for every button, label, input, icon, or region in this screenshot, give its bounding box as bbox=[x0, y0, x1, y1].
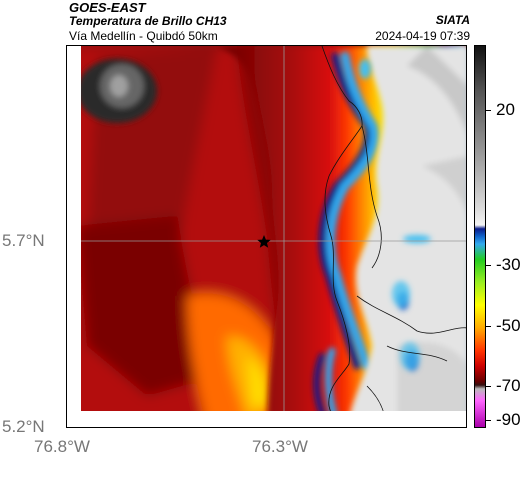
colorbar-label-minus90: -90 bbox=[496, 410, 521, 429]
subtitle-datetime: 2024-04-19 07:39 bbox=[375, 29, 470, 43]
satellite-map[interactable] bbox=[66, 45, 467, 428]
title-product: Temperatura de Brillo CH13 bbox=[69, 14, 227, 28]
colorbar-tick bbox=[486, 326, 491, 327]
colorbar-label-minus50: -50 bbox=[496, 316, 521, 335]
colorbar-tick bbox=[486, 420, 491, 421]
colorbar-tick bbox=[486, 110, 491, 111]
colorbar-tick bbox=[486, 265, 491, 266]
lon-label-76-3: 76.3°W bbox=[252, 437, 308, 456]
title-satellite: GOES-EAST bbox=[69, 0, 146, 15]
lat-label-5-7: 5.7°N bbox=[2, 231, 45, 250]
colorbar-tick bbox=[486, 386, 491, 387]
lat-label-5-2: 5.2°N bbox=[2, 417, 45, 436]
lon-label-76-8: 76.8°W bbox=[34, 437, 90, 456]
colorbar-label-20: 20 bbox=[496, 100, 515, 119]
subtitle-region: Vía Medellín - Quibdó 50km bbox=[69, 29, 218, 43]
colorbar-label-minus70: -70 bbox=[496, 376, 521, 395]
colorbar-label-minus30: -30 bbox=[496, 255, 521, 274]
title-org: SIATA bbox=[435, 13, 470, 27]
star-icon bbox=[257, 235, 271, 248]
colorbar bbox=[474, 45, 486, 428]
